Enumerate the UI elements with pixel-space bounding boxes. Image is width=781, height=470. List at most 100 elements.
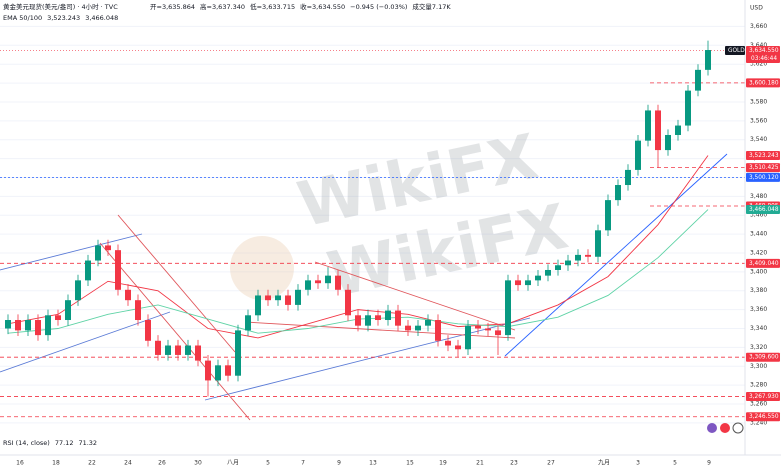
event-icon[interactable]	[720, 423, 730, 433]
candle-body	[485, 328, 491, 331]
alert-icon[interactable]	[707, 423, 717, 433]
candle-body	[95, 245, 101, 261]
y-tick-label: 3,240	[750, 419, 767, 426]
candle-body	[655, 110, 661, 151]
candle-body	[665, 134, 671, 151]
price-badges: 3,600.180 3,523.243 3,510.425 3,500.120 3,46…	[725, 45, 780, 422]
candle-body	[525, 280, 531, 286]
price-badge	[746, 412, 780, 422]
x-tick-label: 15	[406, 460, 414, 467]
candle-body	[475, 325, 481, 329]
candle-body	[295, 289, 301, 305]
candle-body	[395, 310, 401, 326]
price-badge	[746, 78, 780, 88]
candle-body	[115, 250, 121, 290]
price-badge-label: 3,500.120	[749, 175, 779, 181]
candle-body	[35, 320, 41, 336]
y-tick-label: 3,340	[750, 325, 767, 332]
trend-line	[117, 214, 236, 353]
countdown: 03:46:44	[751, 56, 777, 62]
y-tick-label: 3,560	[750, 117, 767, 124]
candle-body	[155, 340, 161, 355]
time-axis: 16 18 22 24 26 30 八月 5 7 9 13 15 19 21 23 27 九月 3 5 9	[16, 459, 711, 467]
candle-body	[255, 295, 261, 316]
candle-body	[335, 275, 341, 290]
price-badge	[746, 392, 780, 402]
x-tick-label: 24	[124, 460, 132, 467]
price-badge-label: 3,466.048	[749, 207, 779, 213]
y-tick-label: 3,640	[750, 42, 767, 49]
candle-body	[5, 320, 11, 329]
candle-body	[645, 110, 651, 141]
candle-body	[685, 90, 691, 126]
event-icon[interactable]	[732, 422, 744, 434]
candle-body	[605, 200, 611, 231]
candle-body	[505, 280, 511, 336]
candle-body	[285, 295, 291, 305]
candle-body	[695, 69, 701, 91]
trend-line	[0, 233, 143, 271]
trend-line	[314, 261, 516, 331]
candle-body	[435, 320, 441, 341]
y-tick-label: 3,260	[750, 401, 767, 408]
candle-body	[445, 340, 451, 346]
ema-value: 3,523.243	[47, 14, 80, 22]
price-badge-label: 3,267.930	[749, 394, 779, 400]
price-badge-label: 3,510.425	[749, 165, 779, 171]
ticker-badge	[725, 45, 745, 55]
candle-body	[375, 315, 381, 321]
rsi-value: 77.12	[55, 439, 74, 447]
candle-body	[185, 345, 191, 355]
candle-body	[305, 280, 311, 290]
candle-body	[385, 310, 391, 321]
y-tick-label: 3,360	[750, 306, 767, 313]
candle-body	[365, 315, 371, 326]
candle-body	[175, 345, 181, 355]
ema-value: 3,466.048	[85, 14, 118, 22]
candle-body	[675, 125, 681, 135]
candle-body	[75, 280, 81, 301]
price-badge-label: 3,246.550	[749, 414, 779, 420]
x-tick-label: 9	[707, 460, 711, 467]
candle-body	[165, 345, 171, 355]
price-badge-label: 3,600.180	[749, 80, 779, 86]
x-tick-label: 7	[301, 460, 305, 467]
ohlc-value: 成交量7.17K	[412, 2, 451, 11]
candle-body	[25, 320, 31, 331]
x-tick-label: 22	[88, 460, 96, 467]
candle-body	[45, 315, 51, 336]
y-tick-label: 3,620	[750, 61, 767, 68]
candle-body	[225, 365, 231, 376]
price-levels	[0, 50, 745, 418]
toolbar-icons[interactable]	[707, 422, 744, 434]
candle-body	[275, 295, 281, 301]
candle-body	[565, 260, 571, 266]
candle-body	[415, 325, 421, 331]
candle-body	[635, 140, 641, 170]
candle-body	[355, 315, 361, 326]
trend-line	[204, 317, 531, 401]
price-badge-label: 3,309.600	[749, 355, 779, 361]
x-tick-label: 3	[636, 460, 640, 467]
candles	[5, 40, 711, 397]
candle-body	[515, 280, 521, 286]
candle-body	[245, 315, 251, 331]
candle-body	[215, 365, 221, 381]
candle-body	[555, 265, 561, 270]
candle-body	[625, 169, 631, 186]
candle-body	[705, 50, 711, 70]
trend-line	[0, 311, 171, 373]
candle-body	[455, 345, 461, 350]
symbol: 黄金美元现货(美元/盎司) · 4小时 · TVC	[3, 2, 118, 11]
x-tick-label: 19	[439, 460, 447, 467]
ohlc-value: 低=3,633.715	[250, 2, 295, 11]
candle-body	[125, 289, 131, 301]
y-tick-label: 3,300	[750, 363, 767, 370]
x-tick-label: 18	[52, 460, 60, 467]
x-tick-label: 13	[369, 460, 377, 467]
candle-body	[585, 254, 591, 257]
x-tick-label: 5	[266, 460, 270, 467]
candle-body	[55, 315, 61, 321]
candle-body	[205, 360, 211, 381]
